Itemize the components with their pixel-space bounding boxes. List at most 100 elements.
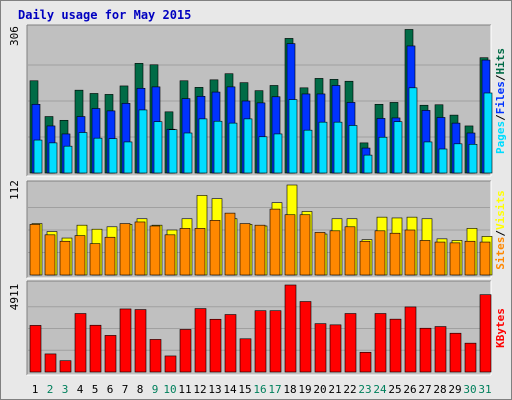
legend-item: / [494,114,507,121]
bar-kbytes-day-31 [479,294,492,373]
bar-pages-day-18 [288,99,298,174]
bar-sites-day-13 [209,220,221,276]
bar-pages-day-23 [363,154,373,174]
bar-kbytes-day-23 [359,351,372,373]
bar-kbytes-day-1 [29,325,42,373]
day-label-21: 21 [328,383,341,396]
bar-kbytes-day-25 [389,318,402,373]
bar-kbytes-day-24 [374,313,387,373]
bar-sites-day-5 [89,243,101,276]
bar-kbytes-day-28 [434,326,447,373]
bar-sites-day-6 [104,236,116,276]
day-label-26: 26 [403,383,416,396]
day-label-1: 1 [32,383,39,396]
bar-kbytes-day-12 [194,308,207,373]
day-label-5: 5 [92,383,99,396]
legend-text: Sites/Visits [494,190,507,270]
bar-kbytes-day-13 [209,318,222,373]
day-label-29: 29 [448,383,461,396]
day-label-8: 8 [137,383,144,396]
bar-sites-day-14 [224,212,236,276]
bar-pages-day-4 [78,132,88,174]
bar-pages-day-3 [63,145,73,174]
bar-pages-day-24 [378,136,388,174]
day-label-25: 25 [388,383,401,396]
bar-sites-day-27 [419,240,431,276]
bar-pages-day-14 [228,122,238,174]
legend-item: Pages [494,121,507,154]
bar-pages-day-7 [123,141,133,174]
panel-visits-sites [26,180,493,279]
day-label-12: 12 [193,383,206,396]
bar-pages-day-6 [108,138,118,174]
bar-sites-day-23 [359,240,371,276]
day-label-9: 9 [152,383,159,396]
legend-item: Sites [494,237,507,270]
bar-sites-day-8 [134,221,146,276]
legend-item: Visits [494,190,507,230]
bar-sites-day-22 [344,226,356,276]
bar-pages-day-22 [348,125,358,174]
ymax-label-visits: 112 [8,180,21,200]
bar-sites-day-21 [329,230,341,276]
series-kbytes [29,284,492,373]
bar-sites-day-2 [44,234,56,276]
bar-pages-day-10 [168,129,178,174]
legend-item: / [494,230,507,237]
bar-kbytes-day-20 [314,323,327,373]
bar-pages-day-21 [333,121,343,174]
ymax-label-kbytes: 4911 [8,284,21,311]
legend-item: Hits [494,48,507,75]
bar-kbytes-day-26 [404,306,417,373]
bar-kbytes-day-19 [299,301,312,373]
day-label-13: 13 [208,383,221,396]
bar-kbytes-day-11 [179,329,192,373]
bar-sites-day-18 [284,214,296,276]
middle-panel-ymax-label: 112 [8,180,21,200]
bar-pages-day-19 [303,129,313,174]
bar-kbytes-day-8 [134,309,147,373]
bar-kbytes-day-29 [449,332,462,373]
day-label-28: 28 [433,383,446,396]
bar-sites-day-19 [299,214,311,276]
bar-kbytes-day-16 [254,310,267,373]
chart-title: Daily usage for May 2015 [18,8,191,22]
bar-kbytes-day-14 [224,314,237,373]
chart-panels [26,24,493,376]
bar-sites-day-9 [149,225,161,276]
bar-kbytes-day-3 [59,360,72,373]
ymax-label-hits: 306 [8,26,21,46]
bar-pages-day-16 [258,136,268,174]
bar-pages-day-12 [198,118,208,174]
bar-kbytes-day-27 [419,327,432,373]
bar-sites-day-10 [164,234,176,276]
bar-sites-day-30 [464,240,476,276]
bar-pages-day-9 [153,121,163,174]
bar-pages-day-28 [438,148,448,174]
bar-kbytes-day-15 [239,338,252,373]
bar-kbytes-day-10 [164,355,177,373]
bar-sites-day-26 [404,229,416,276]
bar-sites-day-4 [74,235,86,276]
day-label-11: 11 [178,383,191,396]
bar-sites-day-24 [374,230,386,276]
bar-sites-day-7 [119,223,131,276]
bar-sites-day-28 [434,241,446,276]
day-axis-labels: 1 2 3 4 5 6 7 8 9 10 11 12 13 14 15 16 17 18 19 20 21 22 23 24 2… [32,383,492,396]
bar-kbytes-day-9 [149,339,162,373]
day-label-30: 30 [463,383,476,396]
day-label-2: 2 [47,383,54,396]
day-label-18: 18 [283,383,296,396]
legend-text: KBytes [494,308,507,348]
bar-sites-day-12 [194,228,206,276]
legend-pages-files-hits: Pages/Files/Hits [494,48,507,154]
bar-sites-day-25 [389,232,401,276]
bar-pages-day-25 [393,121,403,174]
day-label-6: 6 [107,383,114,396]
bar-sites-day-11 [179,228,191,276]
day-label-3: 3 [62,383,69,396]
bar-pages-day-30 [468,143,478,174]
bottom-panel-ymax-label: 4911 [8,284,21,311]
bar-kbytes-day-18 [284,284,297,373]
